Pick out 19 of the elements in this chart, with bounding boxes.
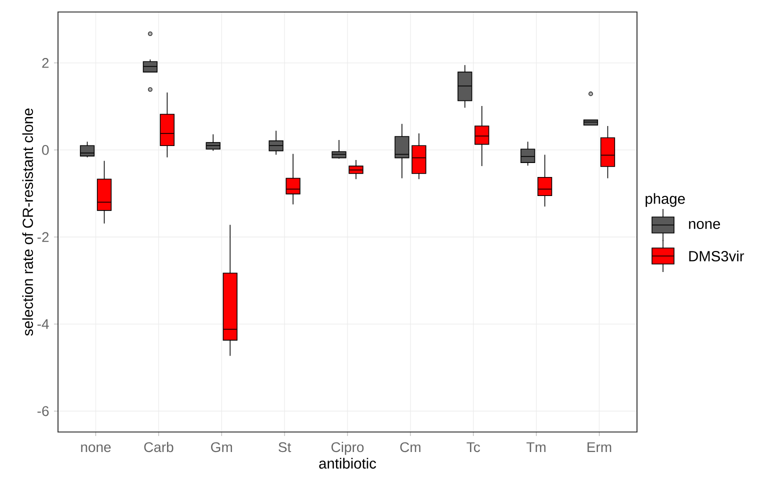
x-tick-label: Erm	[588, 442, 612, 452]
y-tick-label: -6	[37, 406, 49, 416]
x-tick-label: Carb	[144, 442, 174, 452]
x-tick-label: Cipro	[331, 442, 364, 455]
x-tick-label: Cm	[400, 442, 420, 452]
x-tick-label: St	[278, 442, 292, 452]
y-tick-label: 0	[42, 145, 49, 155]
x-axis-title: antibiotic	[319, 458, 376, 469]
x-tick-label: Gm	[211, 442, 232, 452]
x-tick-label: none	[81, 444, 111, 452]
y-tick-label: -4	[37, 319, 49, 329]
x-tick-label: Tm	[526, 442, 546, 452]
x-tick-label: Tc	[466, 442, 480, 452]
y-axis-title: selection rate of CR-resistant clone	[22, 108, 34, 336]
legend-title: phage	[646, 193, 685, 207]
legend-label: DMS3vir	[689, 250, 744, 262]
y-tick-label: 2	[42, 58, 49, 68]
legend-label: none	[689, 220, 720, 230]
y-tick-label: -2	[37, 232, 49, 242]
